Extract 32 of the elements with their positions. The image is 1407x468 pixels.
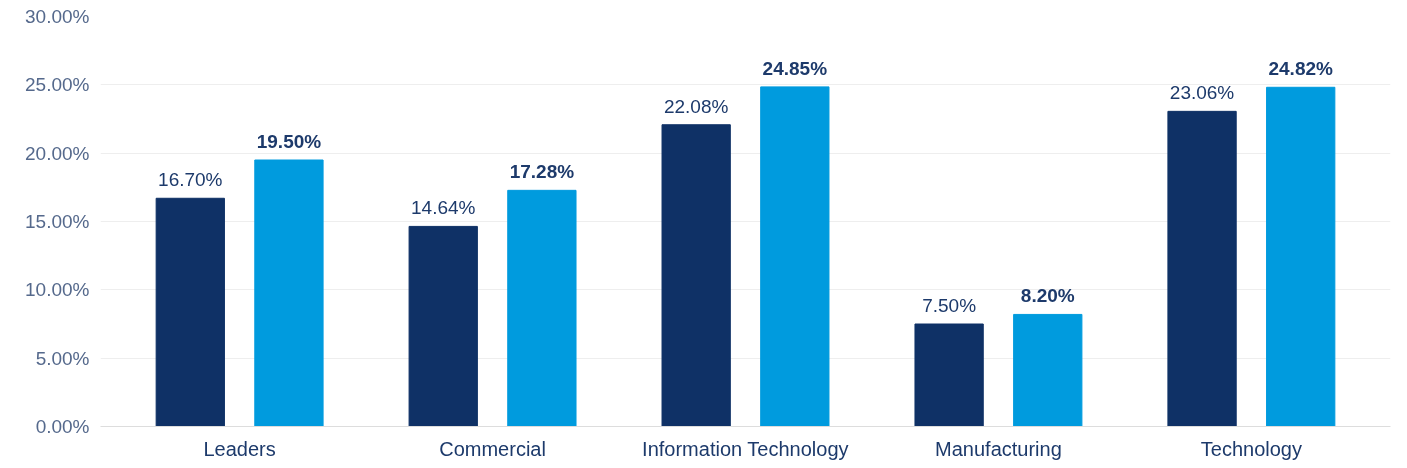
- data-label: 7.50%: [922, 295, 977, 316]
- bar: [507, 189, 577, 427]
- x-tick-label: Leaders: [203, 437, 276, 460]
- data-label: 14.64%: [411, 197, 476, 219]
- data-label: 16.70%: [158, 169, 223, 191]
- x-tick-label: Commercial: [439, 437, 546, 460]
- data-label: 22.08%: [663, 95, 729, 117]
- y-tick-label: 10.00%: [25, 279, 90, 301]
- bar: [760, 86, 830, 427]
- y-tick-label: 20.00%: [25, 142, 90, 164]
- x-tick-label: Manufacturing: [935, 437, 1062, 460]
- bar: [1266, 86, 1336, 427]
- x-tick-label: Technology: [1200, 437, 1302, 460]
- bar: [408, 225, 478, 427]
- y-tick-label: 25.00%: [25, 74, 90, 96]
- bar: [661, 124, 731, 427]
- data-label: 19.50%: [256, 131, 322, 152]
- data-label: 24.85%: [762, 57, 828, 79]
- data-label: 17.28%: [509, 161, 575, 183]
- bar: [155, 197, 225, 427]
- y-tick-label: 5.00%: [35, 347, 90, 369]
- data-label: 8.20%: [1020, 285, 1075, 307]
- bar: [1167, 110, 1237, 427]
- y-tick-label: 0.00%: [35, 416, 90, 437]
- y-tick-label: 30.00%: [25, 6, 90, 27]
- bar: [254, 159, 324, 427]
- bar: [914, 323, 984, 427]
- bar: [1013, 313, 1083, 427]
- data-label: 23.06%: [1169, 82, 1235, 104]
- y-tick-label: 15.00%: [25, 211, 90, 232]
- x-tick-label: Information Technology: [642, 437, 849, 460]
- data-label: 24.82%: [1268, 58, 1334, 80]
